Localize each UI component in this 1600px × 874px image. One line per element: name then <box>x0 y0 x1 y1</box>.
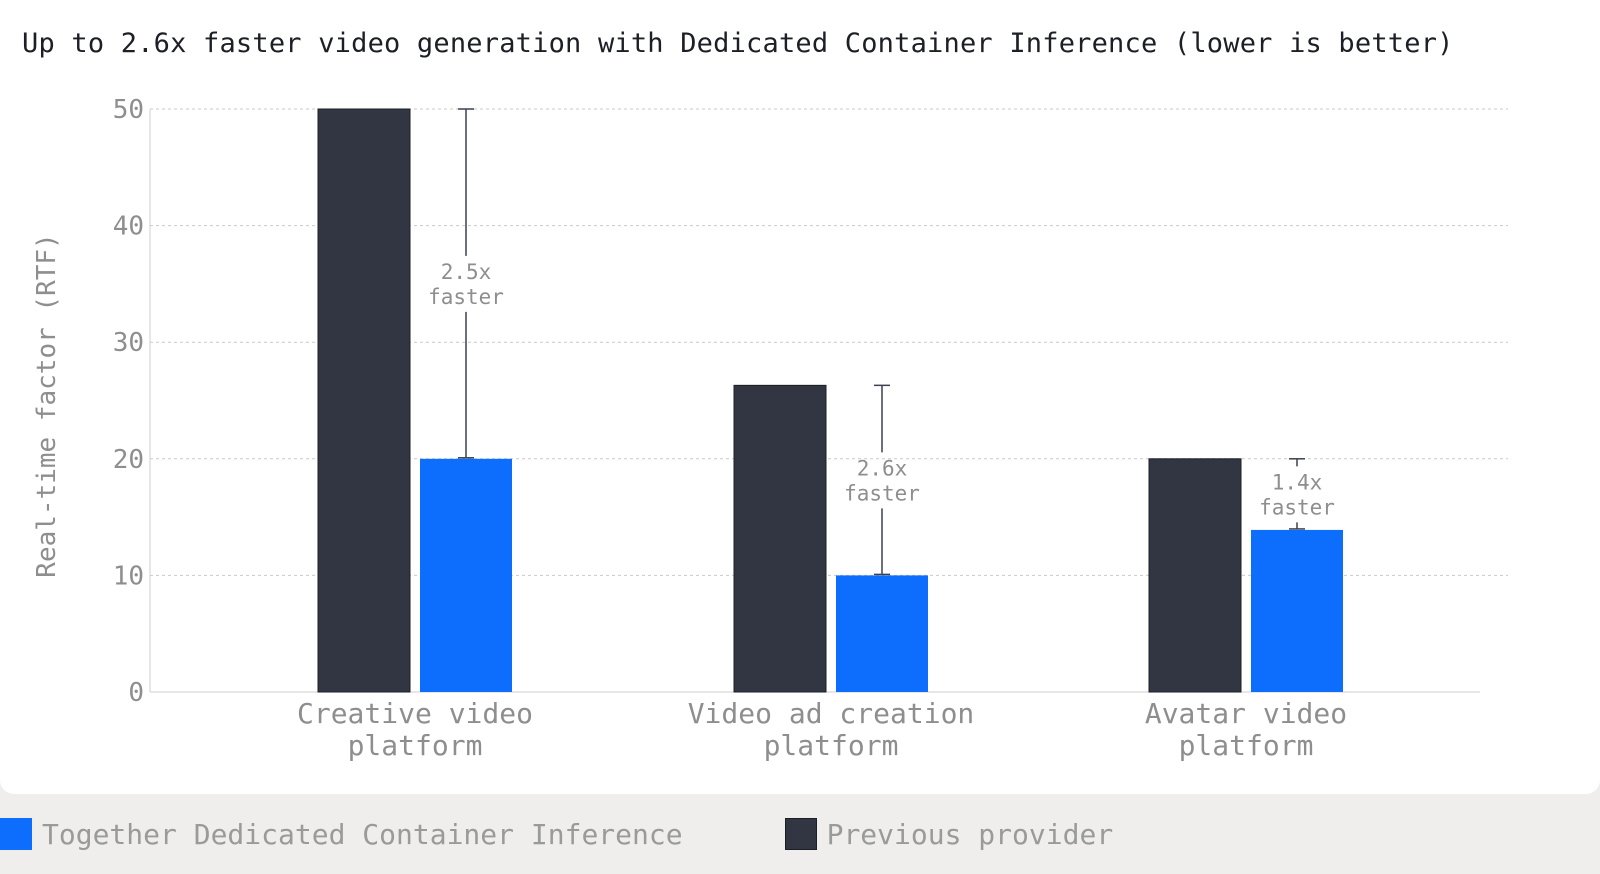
legend-item-previous[interactable]: Previous provider <box>784 817 1114 851</box>
x-tick-label: platform <box>1179 729 1314 762</box>
annotation-label: faster <box>1259 495 1335 519</box>
bar-previous-provider <box>733 384 827 693</box>
bar-together-dci <box>1251 529 1343 692</box>
annotation-label: 1.4x <box>1272 470 1323 494</box>
y-tick-label: 30 <box>113 328 144 358</box>
legend: Together Dedicated Container Inference P… <box>0 816 1215 852</box>
y-axis-label: Real-time factor (RTF) <box>32 233 62 577</box>
y-tick-label: 20 <box>113 445 144 475</box>
annotation-label: 2.5x <box>441 260 492 284</box>
x-tick-label: platform <box>764 729 899 762</box>
bar-previous-provider <box>1148 458 1242 693</box>
x-tick-label: Avatar video <box>1145 697 1347 730</box>
legend-swatch-together <box>0 818 32 850</box>
annotation-label: faster <box>844 481 920 505</box>
legend-label-previous: Previous provider <box>826 817 1114 851</box>
legend-swatch-previous <box>784 818 817 850</box>
chart-title: Up to 2.6x faster video generation with … <box>22 28 1454 59</box>
legend-label-together: Together Dedicated Container Inference <box>42 817 683 851</box>
chart-card: Up to 2.6x faster video generation with … <box>0 0 1600 794</box>
y-tick-label: 40 <box>113 212 144 242</box>
bar-chart: 0 10 20 30 40 50 Real-time factor (RTF) Creativ… <box>32 95 1508 762</box>
bar-together-dci <box>836 575 928 692</box>
annotation-label: 2.6x <box>857 456 908 480</box>
y-tick-label: 50 <box>113 95 144 125</box>
x-tick-label: Video ad creation <box>688 697 975 730</box>
annotation-label: faster <box>428 285 504 309</box>
legend-item-together[interactable]: Together Dedicated Container Inference <box>0 818 683 851</box>
x-tick-label: Creative video <box>297 697 533 730</box>
bar-together-dci <box>420 458 512 692</box>
y-tick-label: 10 <box>113 561 144 591</box>
x-tick-label: platform <box>348 729 483 762</box>
y-tick-label: 0 <box>128 678 144 708</box>
bar-previous-provider <box>317 108 411 693</box>
